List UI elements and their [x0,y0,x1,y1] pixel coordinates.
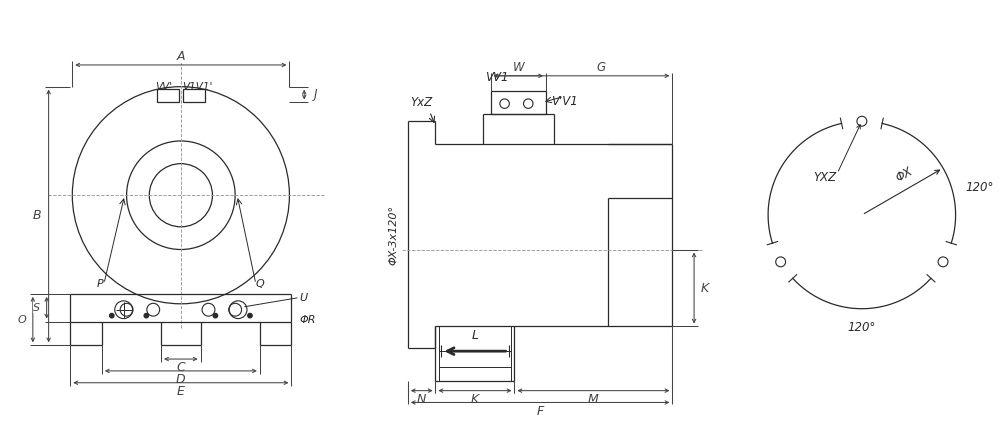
Bar [157,89,179,102]
Text: L: L [471,329,478,342]
Text: 120°: 120° [848,320,876,334]
Text: S: S [33,303,40,313]
Text: G: G [597,62,606,74]
Text: A: A [177,50,185,62]
Text: P: P [97,279,103,289]
Text: B: B [32,210,41,222]
Text: U: U [299,293,307,303]
Text: D: D [176,373,186,386]
Bar [183,89,205,102]
Text: W: W [513,62,524,74]
Text: 120°: 120° [965,181,994,194]
Text: O: O [18,314,26,325]
Text: F: F [536,405,544,418]
Text: V1V1': V1V1' [182,82,213,92]
Circle shape [248,314,252,318]
Text: M: M [588,393,599,406]
Text: K: K [471,393,479,406]
Text: ΦR: ΦR [299,314,316,325]
Text: ΦX: ΦX [893,165,915,185]
Text: YxZ: YxZ [410,96,432,109]
Circle shape [144,314,148,318]
Text: Q: Q [255,279,264,289]
Text: N: N [417,393,426,406]
Text: ΦX-3x120°: ΦX-3x120° [388,205,398,265]
Text: K: K [701,281,709,295]
Text: C: C [176,361,185,374]
Circle shape [213,314,218,318]
Text: VV1: VV1 [485,71,508,84]
Circle shape [110,314,114,318]
Text: J: J [314,88,318,101]
Text: E: E [177,385,185,398]
Text: YXZ: YXZ [813,171,836,184]
Text: VV': VV' [156,82,173,92]
Text: V'V1: V'V1 [551,94,578,108]
